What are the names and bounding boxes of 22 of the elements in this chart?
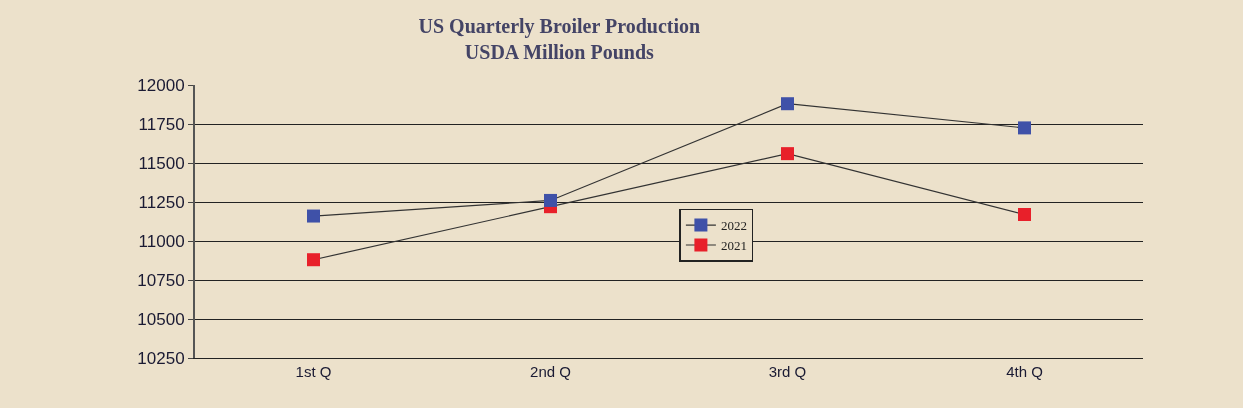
point [781,97,794,111]
y-tick-label: 11000 [138,231,185,251]
legend-label: 2021 [720,238,747,254]
point [544,193,557,207]
point [1018,207,1031,221]
x-tick-label: 4th Q [1006,363,1043,380]
x-tick-label: 3rd Q [768,363,807,380]
point [1018,121,1031,135]
x-tick-label: 1st Q [295,363,332,380]
x-tick-label: 2nd Q [530,363,571,380]
y-tick-label: 11750 [138,114,185,134]
y-tick-label: 10250 [137,348,185,368]
legend-label: 2022 [720,218,747,234]
chart-title: US Quarterly Broiler Production USDA Million Pounds [418,14,701,63]
y-tick-label: 11250 [138,192,185,212]
y-tick-label: 11500 [138,153,185,173]
point [307,253,320,267]
point [307,209,320,223]
y-tick-label: 12000 [137,75,185,95]
y-tick-label: 10750 [137,270,185,290]
y-tick-label: 10500 [137,309,185,329]
point [781,147,794,161]
